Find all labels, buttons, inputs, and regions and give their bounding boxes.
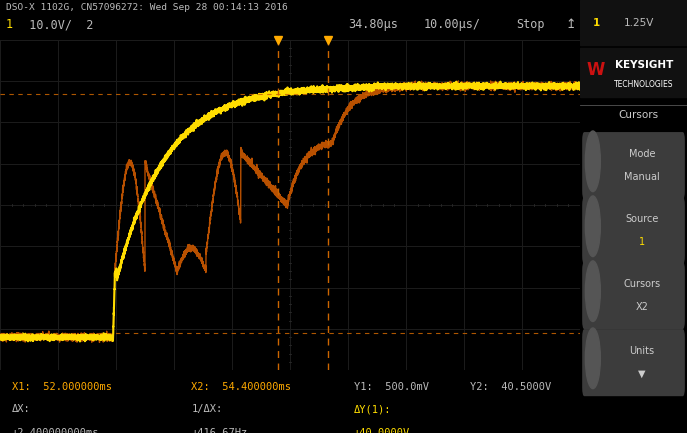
Text: DSO-X 1102G, CN57096272: Wed Sep 28 00:14:13 2016: DSO-X 1102G, CN57096272: Wed Sep 28 00:1… [5,3,288,12]
Text: ΔX:: ΔX: [12,404,30,414]
Text: +416.67Hz: +416.67Hz [192,428,247,433]
Text: Mode: Mode [629,149,655,159]
FancyBboxPatch shape [582,197,685,264]
Text: Y2:  40.5000V: Y2: 40.5000V [470,381,551,391]
Text: ↥: ↥ [565,18,576,31]
Text: TECHNOLOGIES: TECHNOLOGIES [614,81,674,90]
Text: Y1:  500.0mV: Y1: 500.0mV [354,381,429,391]
Text: Cursors: Cursors [619,110,659,120]
Text: 10.00μs/: 10.00μs/ [423,18,480,31]
Circle shape [585,131,600,191]
Bar [580,48,687,97]
Circle shape [585,196,600,256]
Text: ΔY(1):: ΔY(1): [354,404,392,414]
Text: 1/ΔX:: 1/ΔX: [192,404,223,414]
Text: 1: 1 [639,236,645,247]
Circle shape [585,328,600,389]
Text: Source: Source [625,213,659,224]
FancyBboxPatch shape [582,329,685,396]
Bar [580,0,687,45]
Circle shape [585,261,600,321]
Text: Units: Units [629,346,655,356]
Text: KEYSIGHT: KEYSIGHT [615,60,673,70]
Text: X1:  52.000000ms: X1: 52.000000ms [12,381,111,391]
Text: X2: X2 [635,301,649,312]
Text: X2:  54.400000ms: X2: 54.400000ms [192,381,291,391]
Text: W: W [587,61,605,79]
Text: 1: 1 [5,18,13,31]
Text: +2.400000000ms: +2.400000000ms [12,428,99,433]
Text: +40.0000V: +40.0000V [354,428,410,433]
Text: Cursors: Cursors [624,278,661,289]
Text: 1: 1 [593,17,600,28]
Text: Stop: Stop [516,18,545,31]
Text: 34.80μs: 34.80μs [348,18,398,31]
Text: 10.0V/  2: 10.0V/ 2 [14,18,93,31]
FancyBboxPatch shape [582,132,685,199]
Text: Manual: Manual [624,171,660,182]
FancyBboxPatch shape [582,262,685,329]
Text: 1.25V: 1.25V [624,17,654,28]
Text: ▼: ▼ [638,368,646,379]
